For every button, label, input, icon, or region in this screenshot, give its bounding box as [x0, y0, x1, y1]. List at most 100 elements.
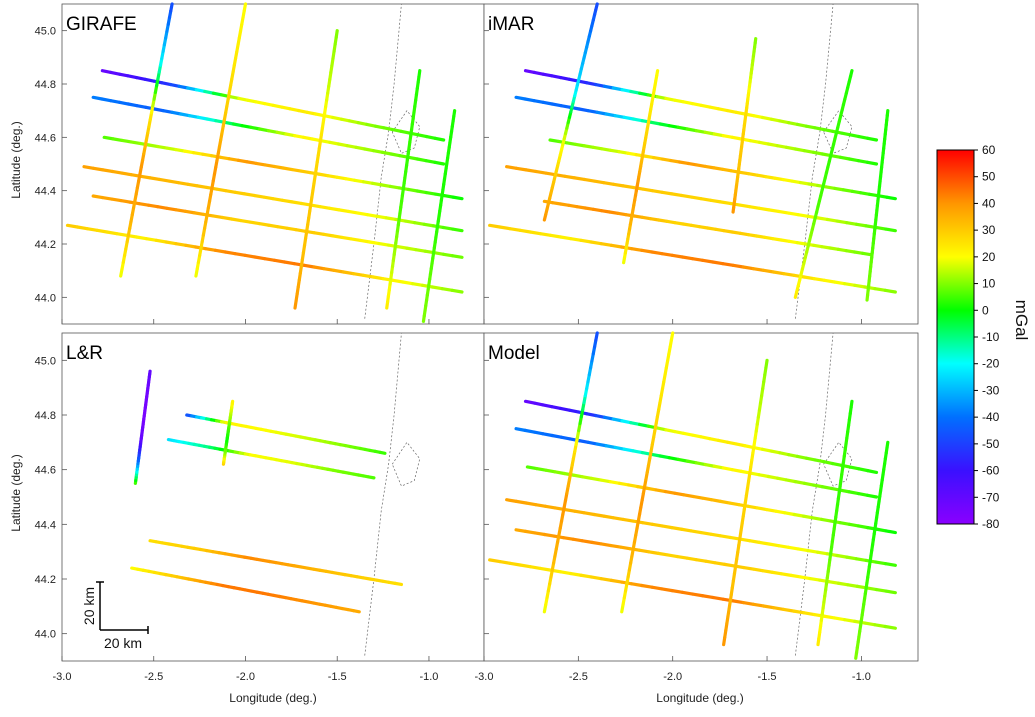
lake-outline	[823, 441, 853, 487]
track-2	[514, 95, 879, 166]
track-segment	[711, 260, 725, 266]
x-tick-label: -3.0	[475, 671, 494, 683]
track-segment	[561, 536, 575, 541]
panel-model: -3.0 -2.5 -2.0 -1.5 -1.0 Model	[475, 331, 919, 683]
track-segment	[573, 509, 586, 515]
track-segment	[655, 69, 660, 78]
track-8	[622, 69, 660, 265]
track-segment	[243, 253, 257, 259]
track-segment	[534, 503, 548, 508]
panel-title-l-r: L&R	[66, 343, 103, 364]
track-segment	[874, 560, 888, 566]
colorbar-tick-label: -20	[982, 357, 1000, 371]
track-segment	[865, 586, 878, 592]
track-segment	[144, 237, 158, 242]
colorbar-tick-label: 60	[982, 143, 996, 157]
track-segment	[680, 255, 695, 261]
track-segment	[741, 265, 755, 271]
track-9	[722, 358, 769, 647]
track-segment	[508, 561, 522, 567]
track-segment	[845, 555, 859, 561]
track-segment	[812, 277, 826, 282]
track-segment	[786, 211, 800, 217]
track-segment	[884, 562, 897, 567]
track-2	[91, 95, 446, 166]
track-segment	[543, 171, 557, 177]
track-segment	[761, 268, 776, 274]
colorbar-scale	[936, 149, 975, 525]
track-segment	[680, 590, 695, 596]
track-segment	[641, 521, 655, 526]
track-segment	[873, 623, 887, 629]
track-segment	[753, 37, 758, 45]
track-10	[385, 69, 422, 310]
track-segment	[528, 565, 542, 571]
track-segment	[718, 534, 732, 540]
track-segment	[704, 559, 717, 565]
track-segment	[563, 174, 577, 180]
track-segment	[514, 499, 528, 505]
track-segment	[767, 208, 781, 214]
track-segment	[367, 475, 376, 480]
y-axis-label-top: Latitude (deg.)	[9, 121, 23, 198]
track-segment	[450, 288, 464, 294]
coastline	[364, 332, 402, 656]
track-segment	[779, 572, 793, 577]
track-segment	[802, 611, 816, 617]
track-segment	[798, 575, 812, 581]
track-segment	[694, 558, 708, 563]
track-segment	[670, 253, 684, 259]
track-2	[185, 413, 387, 455]
x-tick-label: -1.0	[419, 671, 438, 683]
track-segment	[417, 69, 422, 79]
track-segment	[282, 260, 296, 266]
colorbar-tick-label: 10	[982, 277, 996, 291]
track-segment	[524, 501, 538, 507]
track-segment	[592, 179, 606, 185]
track-segment	[650, 250, 664, 256]
track-segment	[835, 553, 849, 559]
colorbar-tick-label: -30	[982, 383, 1000, 397]
track-segment	[579, 573, 593, 579]
track-segment	[827, 580, 841, 585]
track-4	[82, 165, 464, 233]
track-segment	[169, 2, 174, 13]
x-tick-label: -2.0	[663, 671, 682, 683]
track-segment	[569, 571, 583, 577]
track-segment	[742, 565, 755, 571]
track-11	[854, 440, 890, 660]
x-tick-label: -3.0	[53, 671, 72, 683]
y-tick-label: 44.0	[35, 629, 56, 641]
track-segment	[599, 242, 613, 247]
track-segment	[618, 545, 632, 551]
track-segment	[885, 195, 897, 201]
track-segment	[689, 195, 703, 201]
track-segment	[825, 217, 839, 223]
track-segment	[542, 532, 556, 538]
track-segment	[751, 602, 766, 608]
y-tick-label: 44.8	[35, 410, 56, 422]
track-8	[194, 2, 248, 278]
track-segment	[599, 577, 613, 582]
track-segment	[580, 539, 594, 544]
track-segment	[747, 539, 761, 544]
track-5	[148, 539, 404, 587]
track-segment	[764, 358, 769, 370]
track-segment	[660, 252, 674, 257]
track-segment	[770, 570, 784, 576]
track-segment	[884, 589, 897, 595]
track-10	[816, 399, 854, 647]
track-segment	[174, 242, 188, 247]
track-segment	[518, 563, 532, 569]
track-segment	[592, 512, 606, 518]
track-5	[514, 528, 897, 595]
scale-bar-x-label: 20 km	[104, 635, 142, 651]
track-segment	[590, 540, 604, 546]
track-segment	[751, 567, 765, 573]
track-segment	[873, 287, 887, 292]
track-segment	[866, 469, 879, 474]
track-segment	[786, 545, 800, 551]
track-segment	[203, 247, 218, 252]
lake-outline	[391, 110, 421, 154]
colorbar-tick-label: 0	[982, 303, 989, 317]
